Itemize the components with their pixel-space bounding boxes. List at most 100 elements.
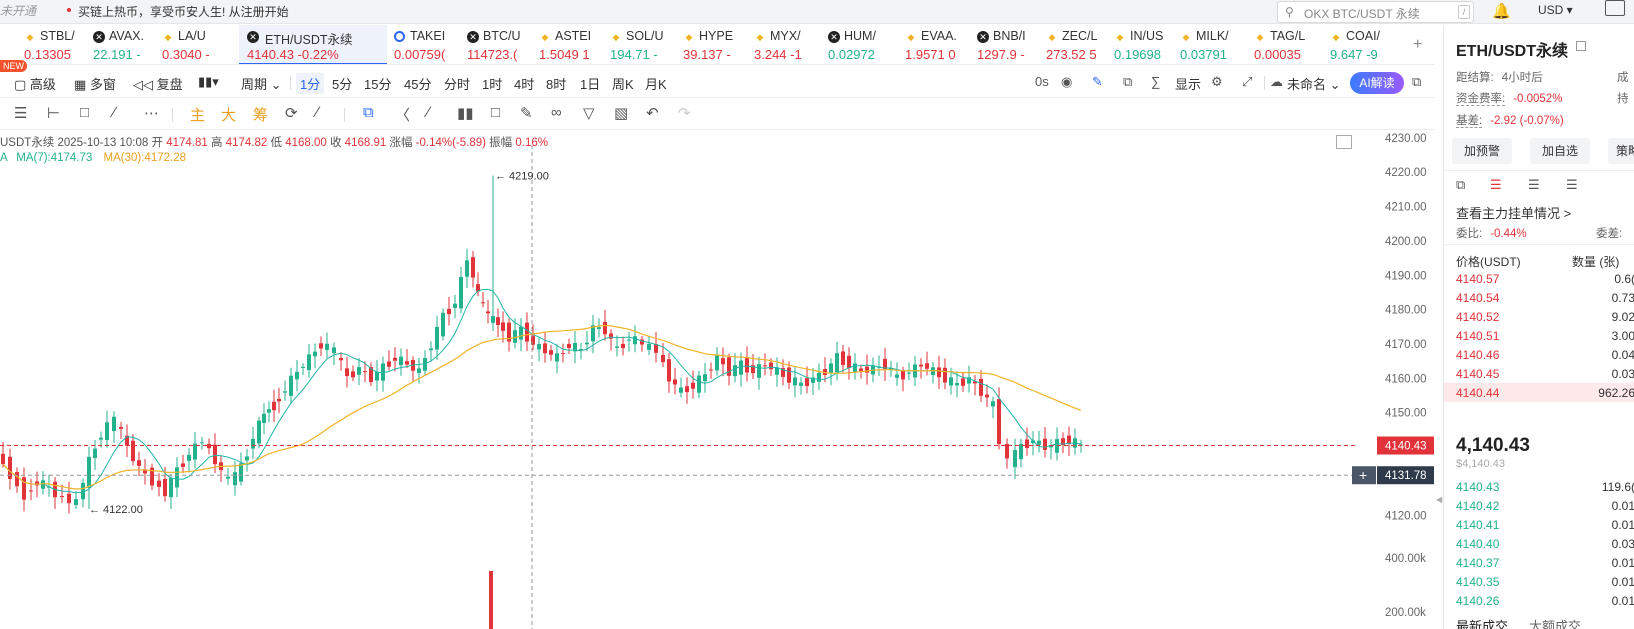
orderbook-both-icon[interactable]: ☰ [1490,177,1502,192]
add-tab-icon[interactable]: + [1413,36,1423,53]
magnet-icon[interactable]: ▮▮ [457,105,474,122]
ticker-tab[interactable]: ◆ LA/U 0.3040 - [162,25,236,64]
redo-icon[interactable]: ↷ [678,105,691,122]
filter-icon[interactable]: ▽ [583,105,595,122]
tab-latest-trades[interactable]: 最新成交 [1456,619,1509,629]
indicator-icon[interactable]: ∑ [1151,74,1161,89]
ask-row[interactable]: 4140.44 962.26 [1444,383,1634,402]
ticker-tab[interactable]: ✕ ETH/USDT永续 4140.43 -0.22% [239,25,387,64]
ticker-tab[interactable]: ◆ EVAA. 1.9571 0 [905,25,975,64]
strategy-button[interactable]: 策略 [1608,138,1634,164]
interval-15m[interactable]: 15分 [364,77,392,92]
ticker-tab[interactable]: ✕ BTC/U 114723.( [467,25,537,64]
bid-row[interactable]: 4140.35 0.01 [1444,572,1634,591]
fullscreen-icon[interactable]: ⤢ [1242,74,1253,89]
mail-icon[interactable] [1605,0,1625,16]
ask-row[interactable]: 4140.52 9.02 [1444,307,1634,326]
menu-icon[interactable]: ☰ [14,105,28,122]
tab-large-trades[interactable]: 大额成交 [1529,619,1582,629]
search-box[interactable]: ⚲ OKX BTC/USDT 永续 / [1277,1,1474,23]
display-button[interactable]: 显示 [1175,77,1202,92]
add-favorite-button[interactable]: 加自选 [1530,138,1590,164]
select-icon[interactable]: ⧉ [363,104,374,121]
interval-1d[interactable]: 1日 [580,77,601,92]
ticker-tab[interactable]: ◆ SOL/U 194.71 - [610,25,680,64]
eraser-icon[interactable]: ∕ [427,104,430,121]
ticker-tab[interactable]: ◆ ZEC/L 273.52 5 [1046,25,1112,64]
ticker-tab[interactable]: ◆ MYX/3.244 -1 [754,25,824,64]
camera-icon[interactable]: ◉ [1061,74,1073,89]
orderbook-toggle-icon[interactable]: ⧉ [1456,177,1466,192]
link-icon[interactable]: ∞ [551,104,562,121]
ai-analysis-button[interactable]: AI解读 [1350,72,1404,94]
copy-icon[interactable]: ⧉ [1123,74,1133,89]
interval-month[interactable]: 月K [645,77,667,92]
delete-icon[interactable]: ▧ [614,105,629,122]
ticker-tab[interactable]: TAKEI 0.00759( [394,25,464,64]
ticker-tab[interactable]: ◆ HYPE 39.137 - [683,25,751,64]
bid-row[interactable]: 4140.43 119.6( [1444,477,1634,496]
lock-icon[interactable]: □ [491,104,501,121]
ticker-tab[interactable] [0,25,20,64]
promo-link[interactable]: 买链上热币，享受币安人生! 从注册开始 [78,5,289,19]
ask-row[interactable]: 4140.46 0.04 [1444,345,1634,364]
main-orders-link[interactable]: 查看主力挂单情况 > [1456,206,1572,221]
bid-row[interactable]: 4140.41 0.01 [1444,515,1634,534]
ticker-tab[interactable]: ◆ STBL/0.13305 [24,25,90,64]
layout-name-select[interactable]: 未命名 ⌄ [1287,77,1341,92]
interval-8h[interactable]: 8时 [546,77,567,92]
ask-row[interactable]: 4140.45 0.03 [1444,364,1634,383]
advanced-button[interactable]: ▢ 高级 [14,77,56,92]
big-order-button[interactable]: 大 [221,107,237,124]
sync-icon[interactable]: ⟳ [285,105,298,122]
interval-1m[interactable]: 1分 [296,73,325,94]
period-select[interactable]: 周期 ⌄ [241,77,282,92]
share-icon[interactable]: ⧉ [1412,74,1422,89]
pencil-icon[interactable]: ✎ [1092,74,1103,89]
currency-select[interactable]: USD ▾ [1538,3,1573,17]
chips-button[interactable]: 筹 [253,107,269,124]
copy-symbol-icon[interactable] [1576,41,1586,51]
draw-line-icon[interactable]: ∕ [316,104,319,121]
ticker-tab[interactable]: ◆ COAI/9.647 -9 [1330,25,1410,64]
bell-icon[interactable]: 🔔 [1492,3,1511,20]
trend-line-icon[interactable]: ∕ [113,104,116,121]
bid-row[interactable]: 4140.26 0.01 [1444,591,1634,610]
ticker-tab[interactable]: ✕ HUM/0.02972 [828,25,902,64]
horizontal-line-icon[interactable]: ⊢ [47,105,61,122]
interval-timeshare[interactable]: 分时 [444,77,471,92]
ticker-tab[interactable]: ◆ IN/US 0.19698 [1114,25,1177,64]
orderbook-asks-icon[interactable]: ☰ [1566,177,1578,192]
ticker-tab[interactable]: ✕ AVAX. 22.191 - [93,25,159,64]
undo-icon[interactable]: ↶ [646,105,659,122]
multi-window-button[interactable]: ▦ 多窗 [74,77,116,92]
ticker-tab[interactable]: ◆ MILK/0.03791 [1180,25,1250,64]
ticker-tab[interactable]: ◆ TAG/L 0.00035 [1254,25,1327,64]
interval-45m[interactable]: 45分 [404,77,432,92]
more-icon[interactable]: ⋯ [144,105,159,122]
settings-icon[interactable]: ⚙ [1211,74,1223,89]
interval-4h[interactable]: 4时 [514,77,535,92]
panel-collapse-icon[interactable]: ◀ [1436,495,1443,504]
interval-5m[interactable]: 5分 [332,77,353,92]
chart-type-button[interactable]: ▮▮▾ [198,74,219,89]
ruler-icon[interactable]: 〈 [395,107,411,124]
cloud-icon[interactable]: ☁ [1270,74,1283,89]
ticker-tab[interactable]: ✕ BNB/I 1297.9 - [977,25,1043,64]
ask-row[interactable]: 4140.51 3.00 [1444,326,1634,345]
main-force-button[interactable]: 主 [190,107,206,124]
ask-row[interactable]: 4140.54 0.73 [1444,288,1634,307]
ticker-tab[interactable]: ◆ ASTEI 1.5049 1 [539,25,607,64]
interval-1h[interactable]: 1时 [482,77,503,92]
chart-area[interactable]: USDT永续 2025-10-13 10:08 开 4174.81 高 4174… [0,131,1434,629]
edit-icon[interactable]: ✎ [520,105,533,122]
candlestick-chart[interactable]: 4230.00 4220.00 4210.00 4200.00 4190.00 4180.… [0,131,1434,629]
ask-row[interactable]: 4140.57 0.6( [1444,269,1634,288]
rectangle-icon[interactable]: □ [80,104,90,121]
replay-button[interactable]: ◁◁ 复盘 [133,77,183,92]
expand-icon[interactable] [1336,135,1352,149]
add-alert-button[interactable]: 加预警 [1452,138,1512,164]
interval-week[interactable]: 周K [612,77,634,92]
bid-row[interactable]: 4140.40 0.03 [1444,534,1634,553]
orderbook-bids-icon[interactable]: ☰ [1528,177,1540,192]
